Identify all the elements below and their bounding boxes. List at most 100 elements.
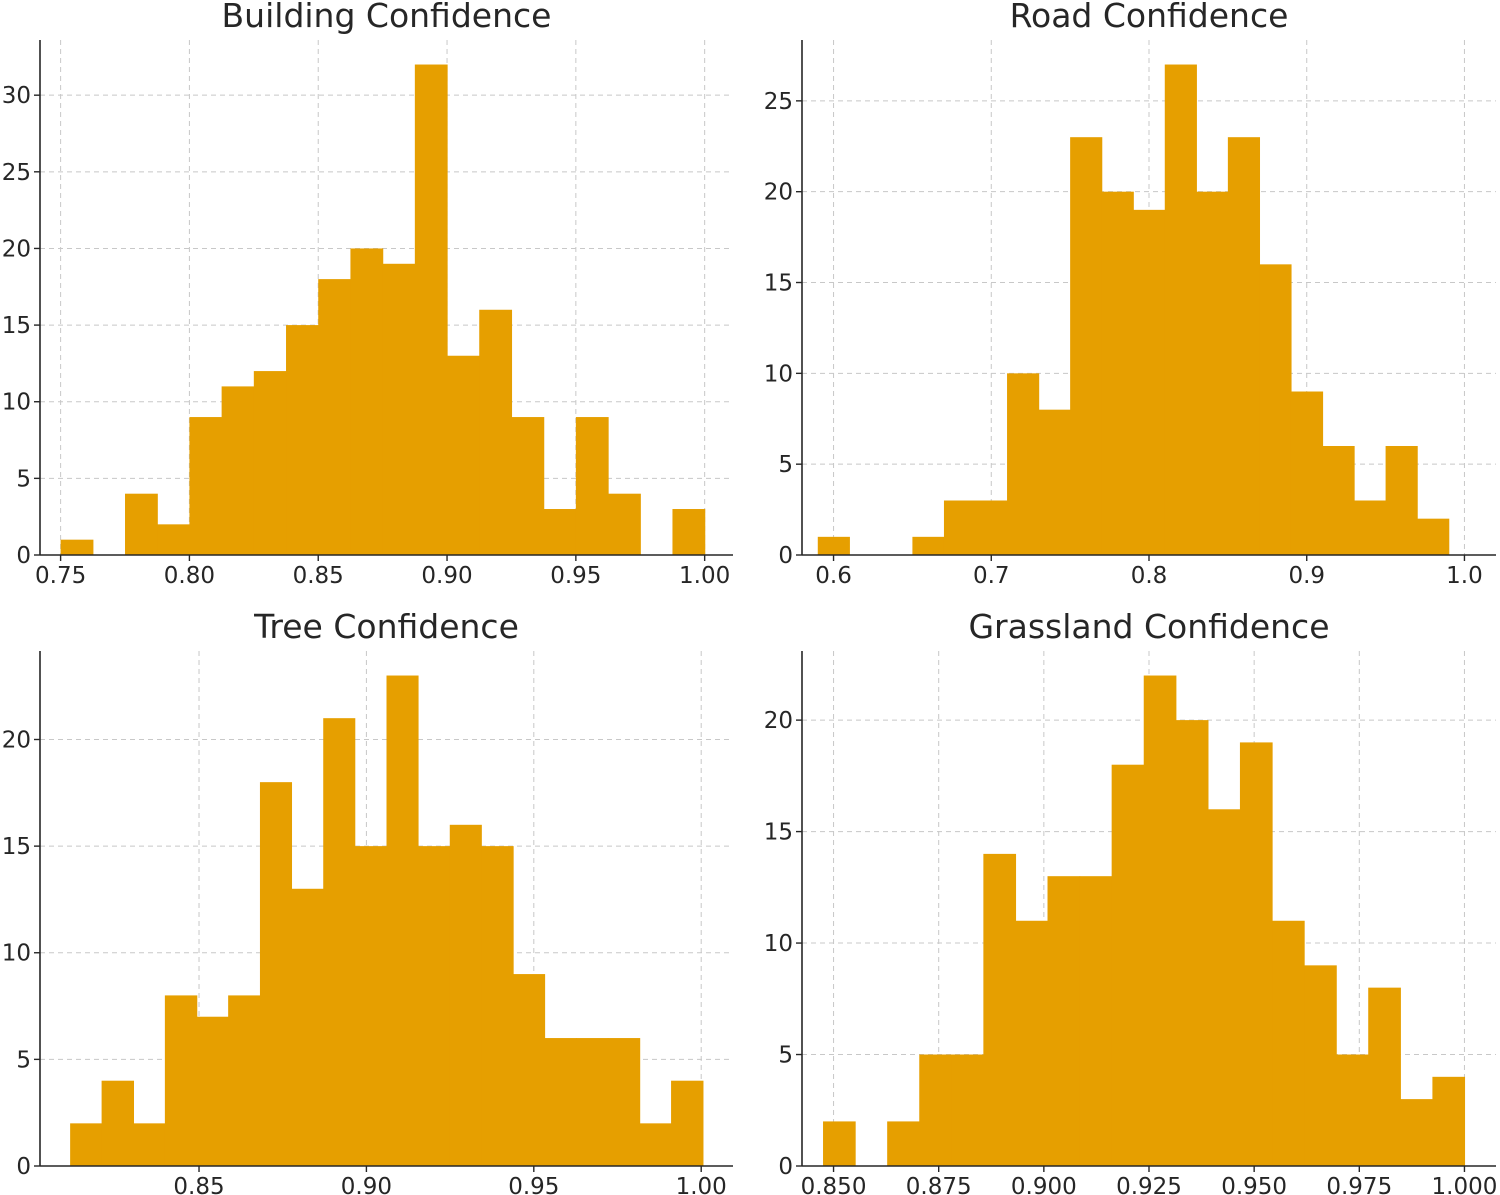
tree-bar	[101, 1080, 135, 1166]
tree-bar	[417, 846, 451, 1166]
tree-bar	[196, 1016, 229, 1166]
tree-bar	[70, 1123, 103, 1166]
grassland-bar	[1175, 720, 1209, 1166]
grassland-bar	[1272, 920, 1305, 1166]
road-bar	[1070, 137, 1103, 555]
road-bar	[1385, 446, 1418, 555]
road-x-tick-label: 0.6	[815, 563, 852, 589]
grassland-x-tick-label: 0.925	[1116, 1174, 1182, 1195]
grassland-bar	[1239, 742, 1273, 1166]
road-x-tick-label: 1.0	[1446, 563, 1483, 589]
grassland-x-tick-label: 0.850	[801, 1174, 867, 1195]
building-x-tick-label: 0.95	[550, 563, 601, 589]
building-bar	[60, 539, 94, 555]
building-y-tick-label: 0	[16, 543, 31, 569]
tree-bar	[228, 995, 261, 1166]
grassland-x-tick-label: 0.900	[1011, 1174, 1077, 1195]
road-bar	[1007, 373, 1040, 555]
building-bar	[479, 309, 513, 555]
road-x-tick-label: 0.7	[973, 563, 1010, 589]
grassland-bar	[1400, 1099, 1434, 1166]
building-bar	[511, 417, 545, 555]
road-confidence-panel: 0.6 0.7 0.8 0.9 1.0 0 5 10 15 20 25 Road Confidence	[764, 0, 1496, 589]
road-bar	[1322, 446, 1355, 555]
tree-bar	[449, 824, 482, 1166]
building-y-tick-label: 15	[2, 313, 31, 339]
tree-x-tick-label: 0.90	[341, 1174, 392, 1195]
grassland-bar	[1207, 809, 1241, 1166]
tree-bar	[671, 1080, 704, 1166]
building-y-tick-label: 20	[2, 236, 31, 262]
building-bar	[672, 509, 706, 555]
building-x-tick-label: 0.85	[293, 563, 344, 589]
grassland-y-tick-label: 5	[778, 1043, 793, 1069]
grassland-bar	[1079, 876, 1113, 1166]
road-bar	[1354, 500, 1387, 555]
tree-y-tick-label: 15	[2, 834, 31, 860]
grassland-bar	[1304, 965, 1337, 1166]
road-bar	[975, 500, 1008, 555]
road-x-tick-label: 0.8	[1131, 563, 1168, 589]
building-x-tick-label: 0.80	[164, 563, 215, 589]
building-bar	[253, 371, 287, 555]
grassland-y-tick-label: 0	[778, 1154, 793, 1180]
grassland-bar	[1047, 876, 1081, 1166]
building-x-tick-label: 0.90	[421, 563, 472, 589]
grassland-y-tick-label: 10	[764, 931, 793, 957]
road-y-tick-label: 0	[778, 543, 793, 569]
building-bar	[382, 263, 416, 555]
building-bar	[414, 64, 448, 556]
building-bar	[543, 509, 577, 555]
grassland-bar	[1143, 675, 1177, 1166]
road-bar	[912, 536, 945, 555]
grassland-bar	[983, 853, 1017, 1166]
grassland-y-tick-label: 15	[764, 820, 793, 846]
building-x-tick-label: 0.75	[35, 563, 86, 589]
tree-bar	[323, 718, 356, 1166]
building-y-tick-label: 25	[2, 160, 31, 186]
tree-bar	[291, 888, 324, 1166]
road-bar	[1227, 137, 1261, 555]
tree-y-tick-label: 0	[16, 1154, 31, 1180]
grassland-bar	[1015, 920, 1049, 1166]
tree-bar	[164, 995, 198, 1166]
road-y-tick-label: 10	[764, 361, 793, 387]
road-y-tick-label: 20	[764, 180, 793, 206]
building-bar	[350, 248, 384, 555]
grassland-bar	[1368, 987, 1401, 1166]
road-y-tick-label: 25	[764, 89, 793, 115]
tree-bar	[544, 1038, 577, 1166]
building-bar	[189, 417, 223, 555]
grassland-bar	[1336, 1054, 1369, 1166]
tree-bar	[481, 846, 514, 1166]
road-bar	[1259, 264, 1292, 555]
building-bar	[125, 493, 158, 555]
tree-x-tick-label: 0.95	[508, 1174, 559, 1195]
building-bar	[447, 355, 480, 555]
grassland-bar	[887, 1121, 920, 1166]
grassland-bar	[1432, 1076, 1466, 1166]
grassland-x-tick-label: 1.000	[1432, 1174, 1498, 1195]
grassland-y-tick-label: 20	[764, 708, 793, 734]
road-bar	[1417, 518, 1450, 555]
tree-x-tick-label: 1.00	[676, 1174, 727, 1195]
road-bar	[1038, 409, 1071, 555]
road-bar	[1196, 191, 1229, 555]
road-bar	[817, 536, 850, 555]
tree-chart-title: Tree Confidence	[253, 607, 519, 646]
tree-bar	[259, 782, 293, 1166]
building-bar	[221, 386, 255, 555]
building-bar	[286, 325, 319, 555]
road-y-tick-label: 15	[764, 271, 793, 297]
tree-bar	[133, 1123, 166, 1166]
tree-bar	[354, 846, 388, 1166]
tree-y-tick-label: 5	[16, 1047, 31, 1073]
building-x-tick-label: 1.00	[679, 563, 730, 589]
road-bar	[1133, 209, 1166, 555]
road-bar	[1164, 64, 1197, 556]
tree-bar	[386, 675, 419, 1166]
road-chart-title: Road Confidence	[1010, 0, 1289, 35]
tree-bar	[513, 974, 546, 1166]
tree-bar	[607, 1038, 641, 1166]
